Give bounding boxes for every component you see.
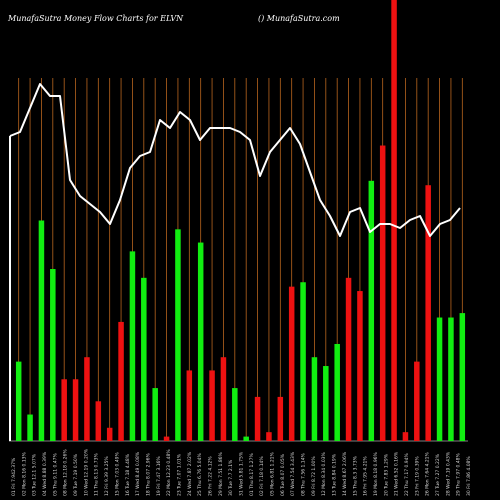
x-tick-label: 25 Thu 6.76 5.04% (197, 452, 203, 496)
money-flow-bar (448, 317, 454, 441)
x-axis-labels: 01 Fri 7.942.37% 02 Mon 8.16 0.13% 03 Tue … (11, 448, 472, 496)
money-flow-bar (118, 321, 124, 441)
x-tick-label: 23 Fri 7.19 0.39% (414, 456, 420, 496)
x-tick-label: 31 Wed 5.81 1.75% (239, 451, 245, 496)
money-flow-bar (345, 277, 352, 441)
x-tick-label: 03 Tue 12.1 5.07% (32, 453, 38, 496)
x-tick-label: 01 Thu 8.17 1.27% (249, 452, 255, 496)
x-tick-label: 19 Fri 7.47 3.16% (156, 456, 162, 496)
x-tick-label: 16 Fri 7.95 4.21% (363, 456, 369, 496)
x-tick-label: 20 Tue 7.83 1.29% (383, 453, 389, 496)
money-flow-bar (323, 366, 329, 441)
money-flow-bar (425, 185, 431, 441)
x-tick-label: 09 Tue 7.19 0.50% (73, 453, 79, 496)
money-flow-bar (220, 357, 227, 441)
money-flow-bar (402, 432, 409, 441)
money-flow-bar (95, 401, 102, 441)
site-credit: () MunafaSutra.com (258, 14, 340, 23)
x-tick-label: 15 Mon 7.03 0.49% (114, 451, 120, 496)
money-flow-bar (288, 286, 295, 441)
money-flow-bar (209, 370, 215, 441)
x-tick-label: 23 Tue 7.07 1.01% (177, 453, 183, 496)
x-tick-label: 08 Thu 7.56 1.14% (301, 452, 307, 496)
x-tick-label: 01 Fri 7.942.37% (11, 457, 17, 496)
money-flow-bar (197, 242, 204, 441)
money-flow-bar (254, 396, 261, 441)
x-tick-label: 22 Mon 12.23 0.48% (166, 449, 172, 496)
money-flow-bar (175, 229, 181, 441)
money-flow-bar (84, 357, 90, 441)
money-flow-bar (232, 388, 238, 441)
x-tick-label: 15 Thu 8.3 3.73% (352, 455, 358, 496)
x-tick-label: 17 Wed 8.49 0.08% (135, 451, 141, 496)
money-flow-bar (368, 180, 375, 441)
money-flow-bar (163, 436, 170, 441)
x-tick-label: 02 Mon 8.16 0.13% (21, 451, 27, 496)
money-flow-bar (15, 361, 22, 441)
x-tick-label: 26 Mon 7.64 4.21% (425, 451, 431, 496)
price-line (9, 83, 461, 441)
x-tick-label: 28 Wed 7.19 0.43% (445, 451, 451, 496)
money-flow-bar (243, 436, 249, 441)
money-flow-bar (334, 343, 340, 441)
x-tick-label: 24 Wed 7.87 2.02% (187, 451, 193, 496)
x-tick-label: 19 Mon 8.18 0.96% (373, 451, 379, 496)
x-tick-label: 08 Mon 12.18 0.26% (63, 449, 69, 496)
x-tick-label: 12 Fri 9.39 3.25% (104, 456, 110, 496)
x-tick-label: 10 Wed 12.19 0.20% (83, 448, 89, 496)
x-tick-label: 02 Fri 7.18 0.14% (259, 456, 265, 496)
x-tick-label: 16 Tue 7.18 4.48% (125, 453, 131, 496)
x-tick-label: 14 Wed 8.67 2.06% (342, 451, 348, 496)
money-flow-bar (141, 277, 147, 441)
money-flow-bar (391, 0, 397, 441)
x-tick-label: 29 Mon 7.51 1.86% (218, 451, 224, 496)
money-flow-bar (61, 379, 67, 441)
x-tick-label: 12 Mon 8.34 0.03% (321, 451, 327, 496)
money-flow-bar (459, 313, 466, 441)
money-flow-bar (27, 414, 33, 441)
price-line-path (9, 83, 461, 237)
money-flow-bar (152, 388, 158, 441)
money-flow-bar (414, 361, 420, 441)
x-tick-label: 11 Thu 8.13 0.73% (94, 452, 100, 496)
x-tick-label: 30 Fri 7.86 4.08% (466, 456, 472, 496)
x-tick-label: 07 Wed 7.54 3.43% (290, 451, 296, 496)
x-tick-label: 04 Wed 8.88 0.39% (42, 451, 48, 496)
money-flow-bar (50, 269, 56, 441)
money-flow-bar (311, 357, 318, 441)
x-tick-label: 18 Thu 8.07 2.96% (145, 452, 151, 496)
x-tick-label: 29 Thu 7.97 0.48% (456, 452, 462, 496)
money-flow-bar (436, 317, 443, 441)
chart-title: MunafaSutra Money Flow Charts for ELVN (8, 14, 184, 23)
money-flow-bar (379, 145, 386, 441)
money-flow-bar (357, 291, 363, 441)
money-flow-bar (186, 370, 193, 441)
x-tick-label: 26 Fri 7.22 4.12% (208, 456, 214, 496)
x-tick-label: 05 Mon 6.81 1.21% (270, 451, 276, 496)
x-tick-label: 21 Wed 6.52 0.16% (394, 451, 400, 496)
money-flow-bars (15, 0, 466, 441)
money-flow-bar (266, 432, 272, 441)
x-tick-label: 05 Thu 9.11 0.47% (52, 452, 58, 496)
x-tick-label: 27 Tue 7.27 0.22% (435, 453, 441, 496)
x-tick-label: 30 Tue 7.7 2.1% (228, 459, 234, 496)
money-flow-bar (300, 282, 306, 441)
money-flow-bar (106, 427, 113, 441)
money-flow-bar (277, 396, 284, 441)
x-tick-label: 13 Tue 8.84 0.19% (332, 453, 338, 496)
x-tick-label: 06 Tue 8.07 0.05% (280, 453, 286, 496)
x-tick-label: 09 Fri 8.72 1.00% (311, 456, 317, 496)
money-flow-bar (38, 220, 45, 441)
money-flow-bar (129, 251, 136, 441)
money-flow-bar (72, 379, 79, 441)
x-tick-label: 22 Thu 7.17 0.94% (404, 452, 410, 496)
